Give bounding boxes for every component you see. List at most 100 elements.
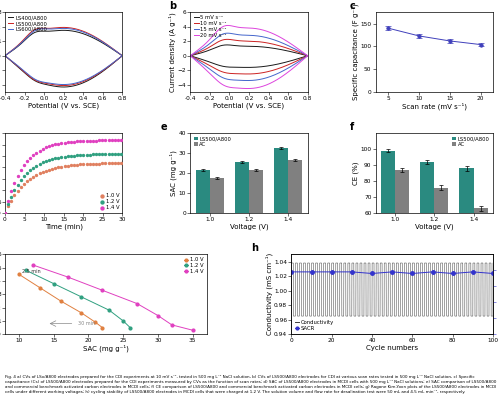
LS500/A800 (80, 79, 86, 84)
SACR (389, 269, 395, 274)
1.0 V (58, 298, 64, 303)
20 mV s⁻¹ (245, 86, 250, 91)
1.0 V (80, 161, 88, 168)
1.4 V (117, 137, 125, 143)
1.4 V (99, 288, 105, 293)
1.2 V (26, 167, 34, 173)
1.0 V (102, 160, 110, 166)
10 mV s⁻¹ (187, 53, 193, 58)
1.0 V (61, 163, 69, 169)
LS600/A800 (60, 82, 66, 87)
Legend: 5 mV s⁻¹, 10 mV s⁻¹, 15 mV s⁻¹, 20 mV s⁻¹: 5 mV s⁻¹, 10 mV s⁻¹, 15 mV s⁻¹, 20 mV s⁻… (193, 15, 227, 38)
LS600/A800 (2, 53, 8, 58)
5 mV s⁻¹ (244, 65, 250, 70)
1.4 V (70, 139, 78, 145)
LS500/A800 (60, 25, 66, 30)
Line: LS600/A800: LS600/A800 (5, 28, 123, 85)
Text: c: c (350, 1, 356, 11)
20 mV s⁻¹ (248, 26, 254, 30)
1.0 V (105, 160, 113, 166)
Conductivity (290, 313, 296, 318)
Text: b: b (169, 1, 176, 11)
1.4 V (134, 301, 140, 306)
Bar (420, 162, 434, 309)
1.2 V (114, 151, 122, 157)
Text: f: f (350, 122, 354, 132)
Conductivity (366, 260, 372, 265)
LS400/A800 (63, 28, 69, 33)
1.0 V (95, 160, 103, 167)
1.0 V (48, 165, 56, 172)
1.0 V (54, 164, 62, 171)
Text: 2.5 min: 2.5 min (22, 269, 41, 274)
1.4 V (13, 173, 21, 179)
1.2 V (32, 162, 40, 169)
1.4 V (30, 262, 36, 267)
1.4 V (65, 275, 71, 279)
Line: 1.2 V: 1.2 V (24, 269, 131, 329)
Text: 30 min: 30 min (78, 321, 95, 326)
5 mV s⁻¹ (187, 53, 193, 58)
Conductivity (490, 260, 496, 265)
1.2 V (70, 152, 78, 159)
15 mV s⁻¹ (245, 78, 250, 83)
Legend: 1.0 V, 1.2 V, 1.4 V: 1.0 V, 1.2 V, 1.4 V (184, 257, 204, 275)
1.4 V (32, 149, 40, 156)
10 mV s⁻¹ (224, 37, 230, 42)
15 mV s⁻¹ (225, 31, 231, 36)
X-axis label: Scan rate (mV s⁻¹): Scan rate (mV s⁻¹) (402, 102, 467, 110)
1.0 V (86, 161, 94, 167)
Legend: LS500/A800, AC: LS500/A800, AC (452, 136, 491, 148)
1.2 V (120, 318, 126, 323)
1.2 V (13, 182, 21, 188)
1.2 V (111, 151, 119, 157)
Conductivity (409, 313, 415, 318)
Conductivity (325, 260, 331, 265)
1.0 V (79, 311, 85, 315)
10 mV s⁻¹ (248, 39, 254, 44)
1.0 V (99, 325, 105, 330)
10 mV s⁻¹ (187, 53, 193, 58)
20 mV s⁻¹ (230, 23, 236, 28)
LS600/A800 (80, 79, 86, 83)
1.4 V (42, 144, 50, 151)
1.4 V (76, 138, 84, 144)
1.2 V (73, 152, 81, 158)
1.4 V (105, 137, 113, 143)
1.0 V (32, 172, 40, 178)
1.2 V (23, 268, 29, 273)
Text: e: e (161, 122, 168, 132)
Line: 5 mV s⁻¹: 5 mV s⁻¹ (190, 45, 308, 67)
1.4 V (7, 188, 15, 195)
1.4 V (4, 198, 12, 205)
1.2 V (42, 158, 50, 164)
20 mV s⁻¹ (187, 53, 193, 58)
LS400/A800 (98, 70, 104, 75)
5 mV s⁻¹ (283, 60, 289, 64)
LS600/A800 (2, 53, 8, 58)
Conductivity (288, 260, 294, 265)
10 mV s⁻¹ (283, 63, 289, 68)
1.0 V (111, 160, 119, 166)
10 mV s⁻¹ (265, 69, 271, 74)
1.0 V (64, 162, 72, 169)
1.2 V (23, 170, 31, 176)
1.2 V (29, 164, 37, 171)
1.4 V (98, 137, 106, 144)
1.4 V (155, 313, 161, 318)
1.2 V (45, 157, 53, 163)
1.4 V (45, 143, 53, 149)
SACR (329, 269, 335, 274)
1.0 V (39, 168, 47, 175)
1.2 V (79, 294, 85, 299)
1.4 V (10, 180, 18, 186)
Y-axis label: SAC (mg g⁻¹): SAC (mg g⁻¹) (170, 150, 177, 196)
LS400/A800 (60, 28, 66, 33)
20 mV s⁻¹ (245, 86, 251, 91)
1.0 V (92, 160, 100, 167)
Line: 20 mV s⁻¹: 20 mV s⁻¹ (190, 26, 308, 89)
1.0 V (76, 161, 84, 168)
1.4 V (169, 322, 175, 327)
1.0 V (10, 192, 18, 199)
X-axis label: Potential (V vs. SCE): Potential (V vs. SCE) (214, 102, 284, 109)
